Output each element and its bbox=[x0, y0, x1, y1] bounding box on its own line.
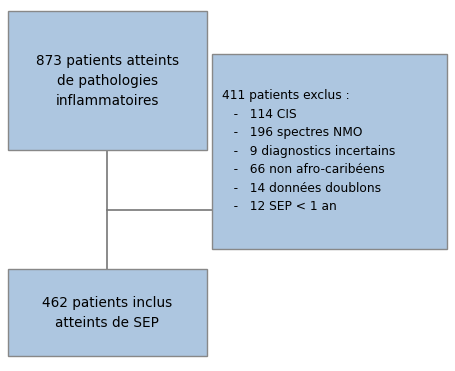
FancyBboxPatch shape bbox=[8, 11, 206, 150]
Text: 411 patients exclus :
   -   114 CIS
   -   196 spectres NMO
   -   9 diagnostic: 411 patients exclus : - 114 CIS - 196 sp… bbox=[222, 89, 394, 213]
FancyBboxPatch shape bbox=[212, 54, 446, 249]
Text: 873 patients atteints
de pathologies
inflammatoires: 873 patients atteints de pathologies inf… bbox=[36, 54, 178, 108]
Text: 462 patients inclus
atteints de SEP: 462 patients inclus atteints de SEP bbox=[42, 296, 172, 329]
FancyBboxPatch shape bbox=[8, 269, 206, 356]
